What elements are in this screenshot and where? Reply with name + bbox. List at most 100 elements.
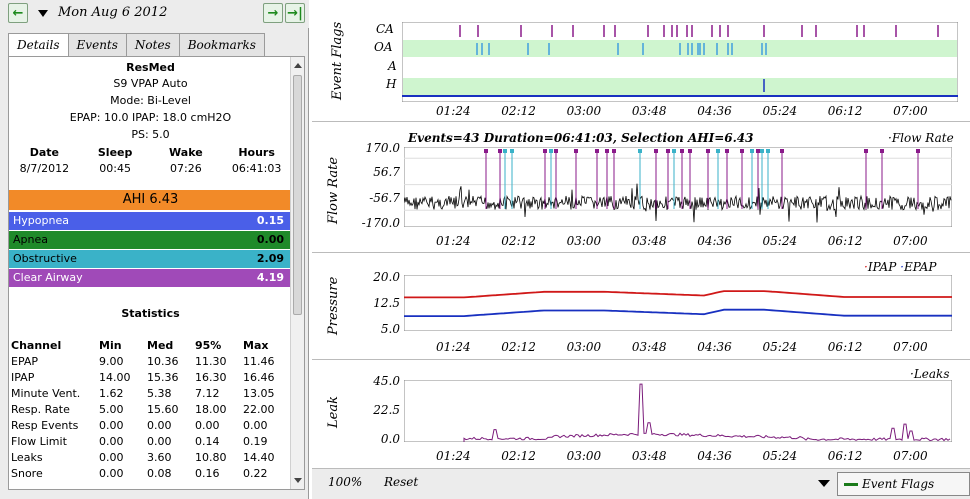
statistics-cell: EPAP [11,354,39,368]
flow-event-dot [554,149,558,153]
time-tick: 06:12 [827,449,863,463]
plot-frame [404,380,952,442]
session-header: Date [29,146,60,159]
graph-dropdown-icon[interactable] [818,480,830,487]
date-bar: ← Mon Aug 6 2012 → →| [0,0,309,28]
graph-select[interactable]: Event Flags [837,472,970,496]
leak-graph[interactable]: Leak ·Leaks 45.0 22.5 0.0 01:24 02:12 03:0… [312,359,970,468]
statistics-col-header: Channel [11,338,62,352]
event-index-value: 0.00 [256,233,284,246]
time-tick: 07:00 [893,340,928,354]
time-tick: 03:00 [566,234,602,248]
machine-ps: PS: 5.0 [131,128,170,141]
pressure-ytick: 12.5 [373,296,400,310]
time-tick: 03:48 [631,340,667,354]
current-date[interactable]: Mon Aug 6 2012 [58,5,168,20]
event-index-row: Hypopnea 0.15 [9,212,292,230]
event-flags-plot[interactable] [402,22,958,102]
session-header: Wake [169,146,203,159]
time-tick: 03:00 [566,449,602,463]
machine-pressures: EPAP: 10.0 IPAP: 18.0 cmH2O [69,111,232,124]
scroll-down-icon[interactable] [294,478,302,483]
tab-bookmarks[interactable]: Bookmarks [178,33,265,56]
session-wake: 07:26 [170,162,202,175]
statistics-cell: 0.19 [243,434,268,448]
pressure-plot[interactable] [404,275,952,331]
prev-day-button[interactable]: ← [8,3,28,23]
statistics-cell: Snore [11,466,43,480]
time-tick: 03:00 [566,104,602,118]
statistics-table: Channel Min Med 95% Max EPAP 9.00 10.36 11.30 11… [11,337,291,481]
time-tick: 03:48 [631,104,667,118]
statistics-cell: 15.60 [147,402,179,416]
leak-ytick: 45.0 [373,374,400,388]
details-panel: ResMed S9 VPAP Auto Mode: Bi-Level EPAP:… [8,56,305,490]
flow-ytick: 56.7 [373,165,400,179]
flow-event-dot [549,149,553,153]
time-axis: 01:24 02:12 03:00 03:48 04:36 05:24 06:12 07:00 [312,104,970,120]
statistics-cell: 13.05 [243,386,275,400]
next-day-button[interactable]: → [263,3,283,23]
event-flags-graph[interactable]: Event Flags CA OA A H 01:24 02:12 03:00 03:… [312,0,970,121]
pressure-graph[interactable]: Pressure ·IPAP ·EPAP 20.0 12.5 5.0 01:24… [312,252,970,359]
pressure-ylabel: Pressure [326,276,341,335]
flow-event-dot [740,149,744,153]
statistics-col-header: 95% [195,338,222,352]
statistics-cell: IPAP [11,370,35,384]
statistics-cell: 16.46 [243,370,275,384]
reset-button[interactable]: Reset [384,475,419,489]
pressure-ytick: 20.0 [373,270,400,284]
statistics-cell: 0.00 [195,418,220,432]
tab-details[interactable]: Details [8,33,69,57]
statistics-cell: 1.62 [99,386,124,400]
statistics-cell: Flow Limit [11,434,67,448]
statistics-cell: 14.40 [243,450,275,464]
flow-trace [404,183,952,223]
scroll-up-icon[interactable] [294,63,302,68]
time-tick: 05:24 [762,234,798,248]
flow-rate-plot[interactable] [404,147,952,227]
event-flags-ylabel: Event Flags [330,21,345,100]
event-index-label: Clear Airway [13,271,83,284]
event-index-row: Obstructive 2.09 [9,250,292,268]
statistics-cell: 0.16 [195,466,220,480]
time-tick: 03:48 [631,234,667,248]
flow-event-dot [725,149,729,153]
flow-event-dot [498,149,502,153]
calendar-dropdown-icon[interactable] [38,10,48,17]
time-tick: 04:36 [697,340,732,354]
statistics-cell: 11.30 [195,354,227,368]
event-index-row: Clear Airway 4.19 [9,269,292,287]
flag-row-label: H [386,77,397,91]
time-tick: 07:00 [893,104,928,118]
machine-brand: ResMed [126,61,175,74]
flow-event-dot [766,149,770,153]
flow-event-dot [595,149,599,153]
statistics-cell: 0.00 [147,434,172,448]
session-sleep: 00:45 [99,162,131,175]
flow-event-dot [716,149,720,153]
flow-event-dot [706,149,710,153]
scroll-thumb[interactable] [293,75,302,315]
last-day-button[interactable]: →| [285,3,305,23]
flow-event-dot [760,149,764,153]
flow-rate-graph[interactable]: Flow Rate Events=43 Duration=06:41:03, S… [312,121,970,252]
leak-ytick: 0.0 [380,432,400,446]
details-scrollbar[interactable] [290,57,304,489]
statistics-cell: 22.00 [243,402,275,416]
session-values: 8/7/2012 00:45 07:26 06:41:03 [9,162,292,175]
flow-event-dot [672,149,676,153]
time-tick: 02:12 [501,340,536,354]
statistics-cell: 11.46 [243,354,275,368]
statistics-cell: 3.60 [147,450,172,464]
leak-plot[interactable] [404,380,952,442]
flow-event-dot [543,149,547,153]
event-index-row: Apnea 0.00 [9,231,292,249]
tab-notes[interactable]: Notes [125,33,180,56]
tab-events[interactable]: Events [67,33,127,56]
machine-model: S9 VPAP Auto [113,77,188,90]
time-tick: 06:12 [827,104,863,118]
epap-line [404,308,952,317]
time-tick: 06:12 [827,234,863,248]
